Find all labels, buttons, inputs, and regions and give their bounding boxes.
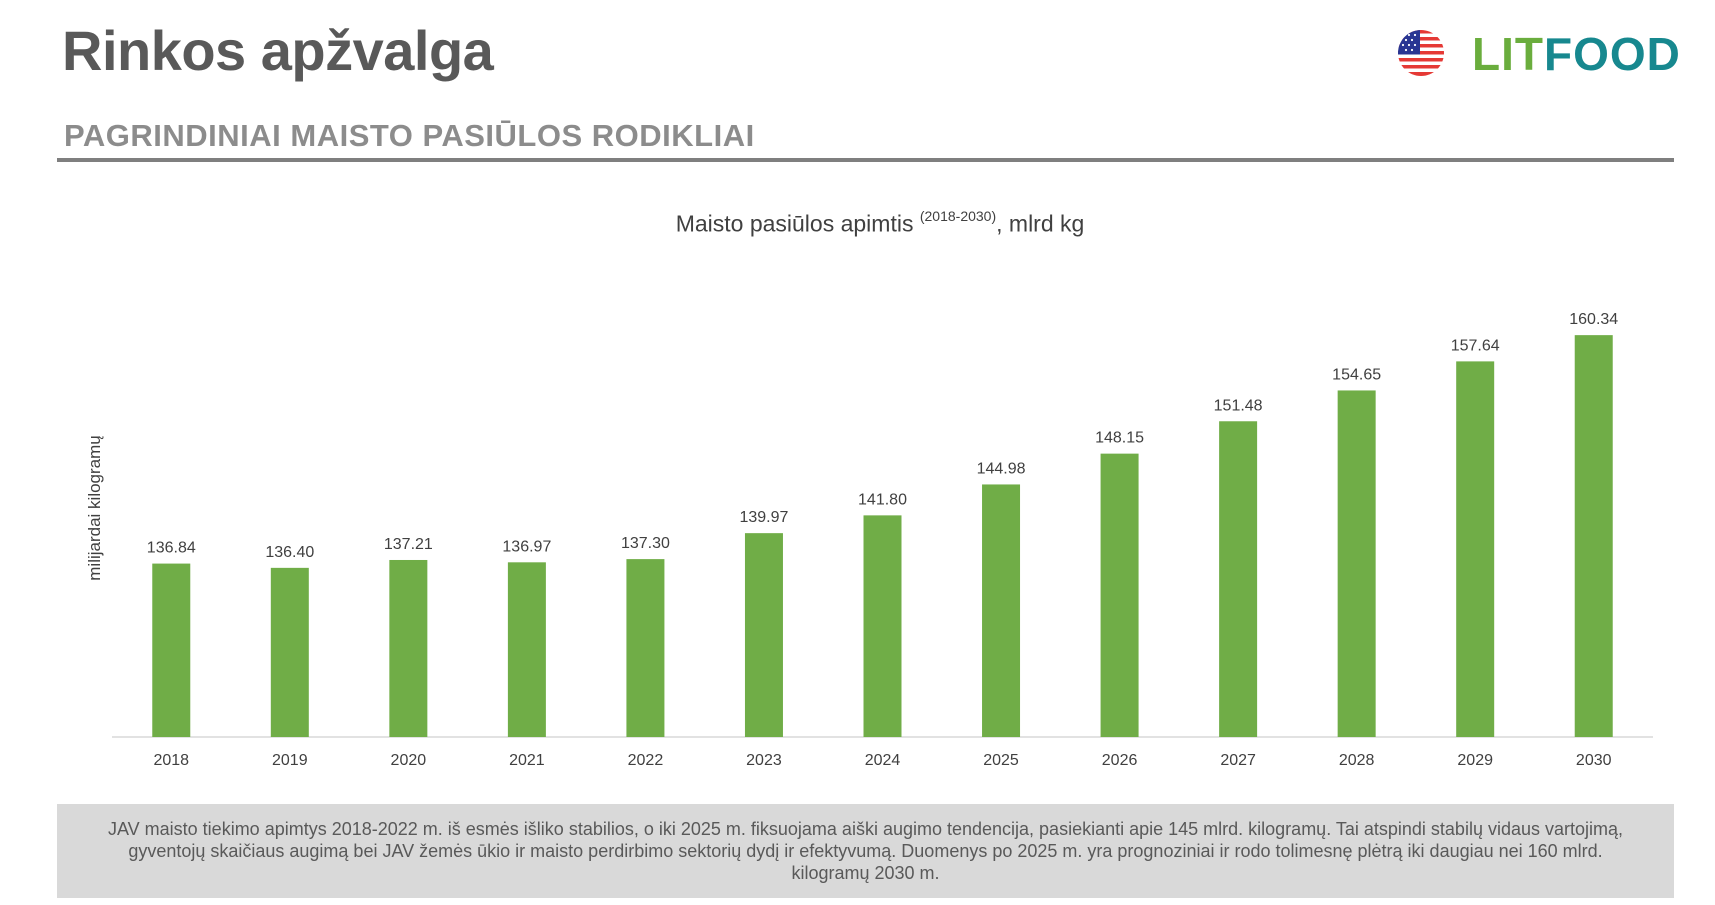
chart-title: Maisto pasiūlos apimtis (2018-2030), mlr… [0, 208, 1715, 238]
x-tick-2019: 2019 [272, 752, 308, 769]
bar-2023 [744, 533, 783, 737]
y-axis-label: milijardai kilogramų [85, 435, 104, 581]
bar-chart: milijardai kilogramų 136.84 2018 136.40 201… [85, 311, 1653, 769]
data-label-2027: 151.48 [1214, 397, 1263, 414]
section-title: PAGRINDINIAI MAISTO PASIŪLOS RODIKLIAI [64, 118, 755, 153]
data-label-2029: 157.64 [1451, 337, 1500, 354]
bar-2019 [270, 567, 309, 737]
data-label-2028: 154.65 [1332, 366, 1381, 383]
logo-text-food: FOOD [1543, 28, 1681, 80]
data-label-2021: 136.97 [502, 538, 551, 555]
x-tick-2021: 2021 [509, 752, 545, 769]
x-tick-2029: 2029 [1457, 752, 1493, 769]
chart-title-unit: , mlrd kg [996, 210, 1085, 237]
bar-2018 [152, 563, 191, 737]
page-title: Rinkos apžvalga [62, 19, 494, 82]
data-label-2024: 141.80 [858, 491, 907, 508]
bar-2026 [1100, 453, 1139, 737]
bar-2029 [1456, 361, 1495, 737]
data-label-2030: 160.34 [1569, 311, 1618, 328]
bar-2027 [1219, 421, 1258, 737]
data-label-2019: 136.40 [265, 544, 314, 561]
us-flag-icon [1398, 30, 1444, 76]
bar-2021 [507, 562, 546, 737]
logo-text-lit: LIT [1472, 28, 1544, 80]
x-tick-2022: 2022 [628, 752, 664, 769]
x-tick-2023: 2023 [746, 752, 782, 769]
chart-title-main: Maisto pasiūlos apimtis [675, 210, 920, 237]
x-tick-2024: 2024 [865, 752, 901, 769]
bar-2024 [863, 515, 902, 737]
x-tick-2020: 2020 [391, 752, 427, 769]
section-divider [57, 158, 1674, 162]
x-tick-2030: 2030 [1576, 752, 1612, 769]
data-label-2026: 148.15 [1095, 430, 1144, 447]
litfood-logo: LITFOOD [1466, 26, 1681, 82]
data-label-2022: 137.30 [621, 535, 670, 552]
x-tick-2028: 2028 [1339, 752, 1375, 769]
logo-text: LITFOOD [1472, 27, 1681, 81]
data-label-2018: 136.84 [147, 540, 196, 557]
data-label-2020: 137.21 [384, 536, 433, 553]
chart-title-years: (2018-2030) [919, 208, 997, 224]
x-tick-2025: 2025 [983, 752, 1019, 769]
summary-note: JAV maisto tiekimo apimtys 2018-2022 m. … [57, 804, 1674, 898]
data-label-2025: 144.98 [977, 460, 1026, 477]
bar-2022 [626, 559, 665, 737]
bar-2020 [389, 559, 428, 737]
bar-2028 [1337, 390, 1376, 737]
data-label-2023: 139.97 [739, 509, 788, 526]
x-tick-2026: 2026 [1102, 752, 1138, 769]
x-tick-2018: 2018 [153, 752, 189, 769]
x-tick-2027: 2027 [1220, 752, 1256, 769]
bar-2030 [1574, 335, 1613, 737]
bar-2025 [982, 484, 1021, 737]
